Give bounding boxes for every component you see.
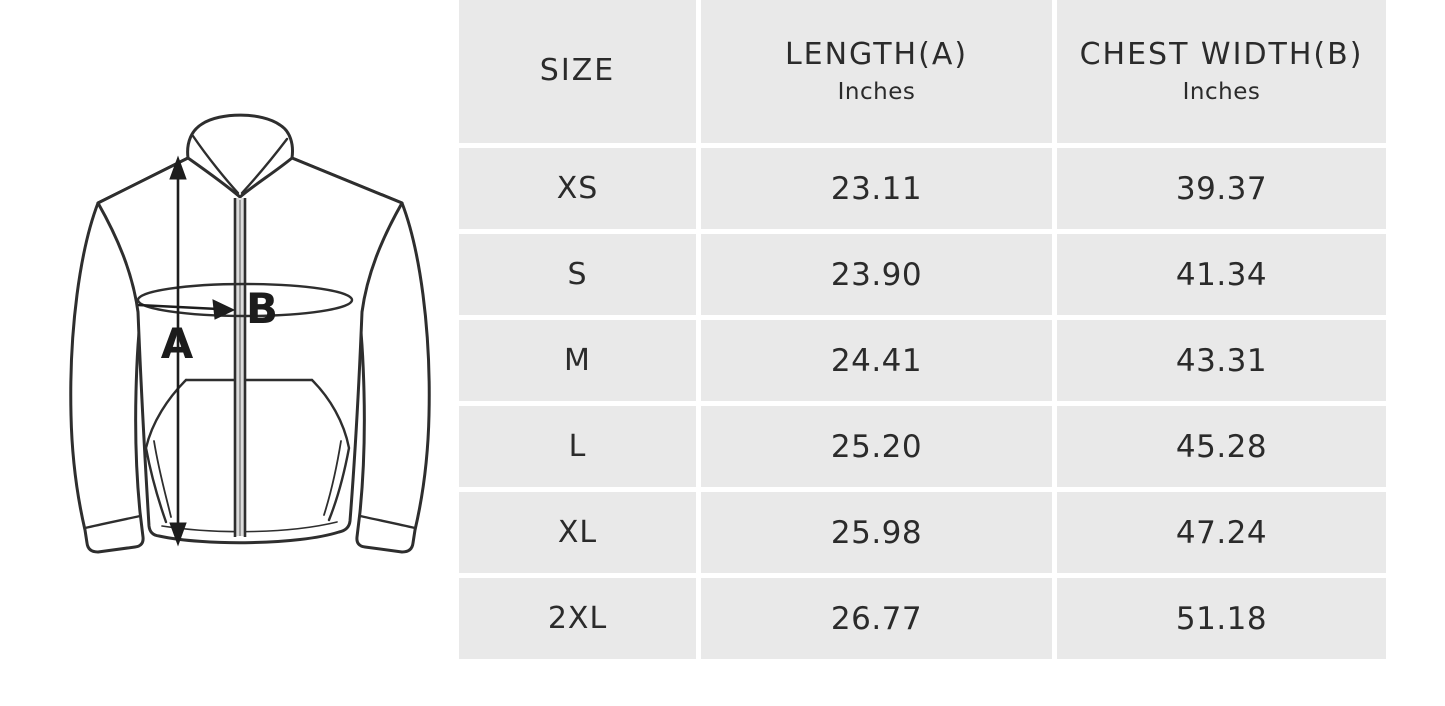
- length-value-2xl: 26.77: [701, 578, 1052, 659]
- chest-value-xs: 39.37: [1057, 148, 1386, 229]
- chest-arrowhead: [212, 299, 236, 320]
- column-title-size: SIZE: [539, 53, 616, 89]
- length-value-m: 24.41: [701, 320, 1052, 401]
- chest-label-b: B: [246, 284, 278, 333]
- length-value-s: 23.90: [701, 234, 1052, 315]
- header-cell-length: LENGTH(A) Inches: [701, 0, 1052, 143]
- size-label-xs: XS: [459, 148, 696, 229]
- length-value-l: 25.20: [701, 406, 1052, 487]
- size-label-s: S: [459, 234, 696, 315]
- zipper: [233, 198, 247, 537]
- length-arrow: [169, 155, 187, 547]
- chest-arrow: [137, 299, 236, 320]
- length-arrowhead-bottom: [169, 522, 187, 547]
- length-arrowhead-top: [169, 155, 187, 180]
- header-cell-size: SIZE: [459, 0, 696, 143]
- column-title-length: LENGTH(A): [784, 36, 969, 72]
- jacket-measurement-diagram: A B: [69, 113, 431, 554]
- pocket-left-opening-line: [153, 440, 172, 518]
- chest-value-s: 41.34: [1057, 234, 1386, 315]
- jacket-collar: [186, 113, 294, 199]
- header-cell-chest: CHEST WIDTH(B) Inches: [1057, 0, 1386, 143]
- column-unit-chest: Inches: [1182, 79, 1261, 106]
- chest-value-xl: 47.24: [1057, 492, 1386, 573]
- size-label-xl: XL: [459, 492, 696, 573]
- chest-value-m: 43.31: [1057, 320, 1386, 401]
- right-cuff-line: [358, 514, 417, 530]
- pocket-right-edge: [310, 378, 351, 522]
- collar-fold-line-left: [191, 134, 240, 195]
- size-table: SIZE LENGTH(A) Inches CHEST WIDTH(B) Inc…: [459, 0, 1386, 659]
- size-label-m: M: [459, 320, 696, 401]
- column-unit-length: Inches: [837, 79, 916, 106]
- size-label-l: L: [459, 406, 696, 487]
- length-value-xl: 25.98: [701, 492, 1052, 573]
- pocket-left-edge: [144, 378, 188, 524]
- chest-value-l: 45.28: [1057, 406, 1386, 487]
- length-value-xs: 23.11: [701, 148, 1052, 229]
- chest-value-2xl: 51.18: [1057, 578, 1386, 659]
- size-label-2xl: 2XL: [459, 578, 696, 659]
- left-cuff-line: [83, 514, 142, 530]
- jacket-body: [96, 156, 404, 545]
- collar-fold-line-right: [240, 137, 289, 195]
- pocket-right-opening-line: [323, 440, 342, 516]
- chest-measure-ellipse: [136, 282, 354, 318]
- column-title-chest: CHEST WIDTH(B): [1079, 36, 1364, 72]
- length-label-a: A: [161, 319, 194, 368]
